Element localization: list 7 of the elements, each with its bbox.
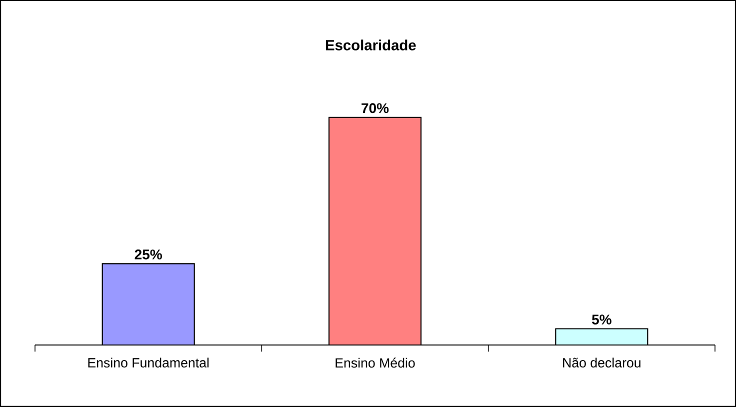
x-tick-label: Ensino Fundamental <box>88 358 209 368</box>
data-label: 25% <box>134 250 162 260</box>
data-label: 70% <box>362 103 389 114</box>
data-label: 5% <box>592 314 612 324</box>
x-tick-label: Ensino Médio <box>336 358 415 368</box>
chart-title: Escolaridade <box>326 40 416 50</box>
x-tick-label: Não declarou <box>563 358 640 368</box>
